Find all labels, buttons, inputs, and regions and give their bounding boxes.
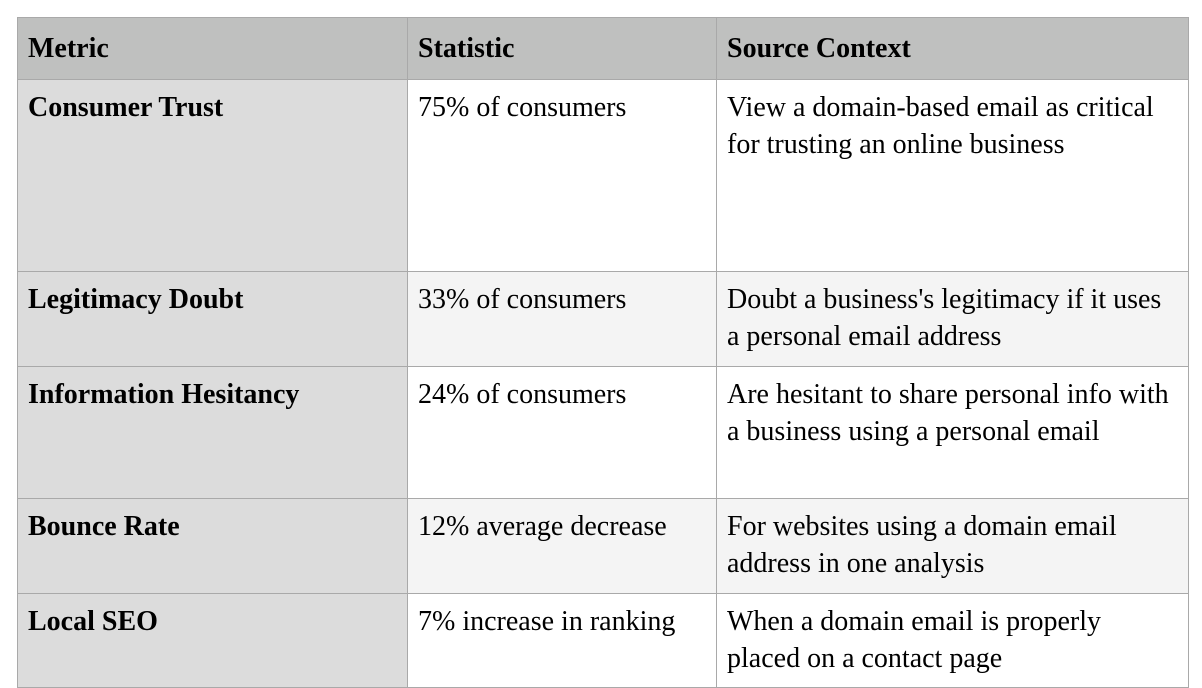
table-header: Metric Statistic Source Context — [17, 17, 1189, 80]
table-row: Local SEO 7% increase in ranking When a … — [17, 593, 1189, 688]
context-cell: Doubt a business's legitimacy if it uses… — [716, 271, 1189, 367]
table-row: Consumer Trust 75% of consumers View a d… — [17, 79, 1189, 272]
statistic-cell: 12% average decrease — [407, 498, 717, 594]
statistic-cell: 75% of consumers — [407, 79, 717, 272]
context-cell: View a domain-based email as critical fo… — [716, 79, 1189, 272]
metric-cell: Local SEO — [17, 593, 408, 688]
metric-cell: Bounce Rate — [17, 498, 408, 594]
table-row: Information Hesitancy 24% of consumers A… — [17, 366, 1189, 499]
context-cell: When a domain email is properly placed o… — [716, 593, 1189, 688]
metric-cell: Consumer Trust — [17, 79, 408, 272]
context-cell: Are hesitant to share personal info with… — [716, 366, 1189, 499]
context-cell: For websites using a domain email addres… — [716, 498, 1189, 594]
metric-cell: Legitimacy Doubt — [17, 271, 408, 367]
metric-cell: Information Hesitancy — [17, 366, 408, 499]
statistic-cell: 7% increase in ranking — [407, 593, 717, 688]
column-header-source-context: Source Context — [716, 17, 1189, 80]
table-row: Legitimacy Doubt 33% of consumers Doubt … — [17, 271, 1189, 367]
statistics-table: Metric Statistic Source Context Consumer… — [17, 17, 1189, 688]
header-row: Metric Statistic Source Context — [17, 17, 1189, 80]
table-row: Bounce Rate 12% average decrease For web… — [17, 498, 1189, 594]
column-header-statistic: Statistic — [407, 17, 717, 80]
table-body: Consumer Trust 75% of consumers View a d… — [17, 79, 1189, 688]
statistic-cell: 24% of consumers — [407, 366, 717, 499]
statistic-cell: 33% of consumers — [407, 271, 717, 367]
column-header-metric: Metric — [17, 17, 408, 80]
